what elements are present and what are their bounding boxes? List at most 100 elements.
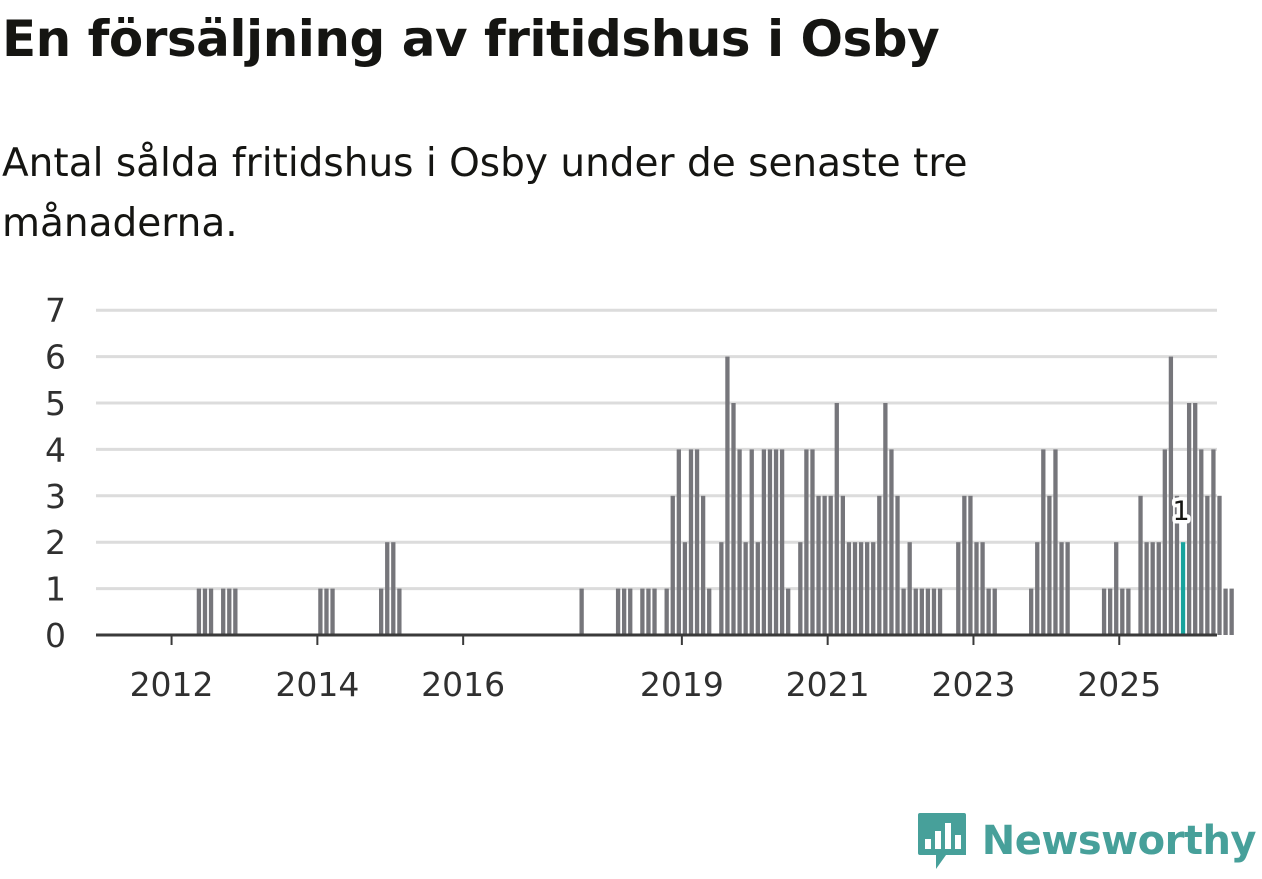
bar — [992, 588, 997, 635]
bar — [846, 542, 852, 635]
bar — [974, 542, 979, 635]
bar — [208, 588, 214, 635]
bar — [852, 542, 858, 635]
newsworthy-logo-text: Newsworthy — [981, 818, 1257, 864]
bar — [931, 588, 937, 635]
bar — [330, 588, 335, 635]
bar — [1193, 403, 1198, 635]
bar — [652, 588, 657, 635]
y-tick-label: 5 — [45, 384, 66, 423]
x-tick-label: 2014 — [275, 665, 359, 704]
bar — [767, 449, 773, 635]
bar — [962, 495, 967, 635]
bar — [1162, 449, 1167, 635]
bar — [233, 588, 238, 635]
x-tick-label: 2023 — [931, 665, 1015, 704]
bar — [221, 588, 226, 635]
bar — [1029, 588, 1034, 635]
bar — [889, 449, 894, 635]
bar — [694, 449, 700, 635]
y-tick-label: 1 — [45, 570, 66, 609]
bar — [379, 588, 384, 635]
bar — [822, 495, 827, 635]
bar — [737, 449, 742, 635]
x-tick-label: 2012 — [130, 665, 214, 704]
bar — [707, 588, 712, 635]
bar — [1126, 588, 1131, 635]
bar — [1059, 542, 1064, 635]
bar — [816, 495, 821, 635]
bars — [196, 356, 1234, 635]
y-tick-label: 3 — [45, 477, 66, 516]
bar — [858, 542, 864, 635]
bar — [385, 542, 390, 635]
bar — [840, 495, 845, 635]
bar — [1211, 449, 1216, 635]
bar — [1041, 449, 1046, 635]
bar — [1138, 495, 1143, 635]
bar — [1156, 542, 1161, 635]
x-tick-label: 2021 — [786, 665, 870, 704]
bar — [871, 542, 876, 635]
bar — [828, 495, 833, 635]
bar — [1101, 588, 1107, 635]
newsworthy-logo: Newsworthy — [916, 809, 1257, 873]
bar — [1180, 542, 1186, 635]
highlight-value-label: 1 — [1172, 496, 1189, 527]
bar — [834, 403, 839, 635]
bar — [676, 449, 681, 635]
bar — [761, 449, 767, 635]
bar — [937, 588, 943, 635]
bar — [779, 449, 785, 635]
bar — [925, 588, 931, 635]
x-tick-label: 2019 — [640, 665, 724, 704]
chart-subtitle: Antal sålda fritidshus i Osby under de s… — [2, 141, 968, 246]
highlight-annotation: 1 — [1169, 493, 1193, 531]
bar — [682, 542, 688, 635]
y-tick-label: 4 — [45, 430, 66, 469]
bar — [196, 588, 202, 635]
bar — [1229, 588, 1234, 635]
x-axis: 2012 2014 2016 2019 2021 2023 2025 — [130, 635, 1161, 704]
bar — [810, 449, 815, 635]
bar — [968, 495, 973, 635]
bar — [1114, 542, 1119, 635]
y-tick-label: 2 — [45, 523, 66, 562]
bar — [1150, 542, 1155, 635]
bar — [391, 542, 396, 635]
bar — [986, 588, 991, 635]
bar — [743, 542, 748, 635]
bar — [1168, 356, 1174, 635]
bar — [865, 542, 870, 635]
bar — [725, 356, 730, 635]
bar — [1053, 449, 1058, 635]
bar — [1217, 495, 1222, 635]
bar — [202, 588, 208, 635]
y-tick-label: 0 — [45, 616, 66, 655]
y-tick-label: 7 — [45, 291, 66, 330]
bar — [786, 588, 791, 635]
bar — [1199, 449, 1204, 635]
bar — [318, 588, 323, 635]
bar — [664, 588, 669, 635]
bar — [397, 588, 402, 635]
bar — [700, 495, 706, 635]
bar — [804, 449, 809, 635]
bar — [919, 588, 924, 635]
bar — [980, 542, 985, 635]
y-tick-label: 6 — [45, 338, 66, 377]
grid-lines — [96, 308, 1217, 591]
bar — [1186, 403, 1192, 635]
bar — [646, 588, 651, 635]
bar — [956, 542, 961, 635]
bar — [1108, 588, 1113, 635]
bar — [883, 403, 888, 635]
y-axis: 0 1 2 3 4 5 6 7 — [45, 291, 66, 655]
bar — [773, 449, 779, 635]
bar — [615, 588, 621, 635]
bar — [1223, 588, 1228, 635]
bar — [731, 403, 736, 635]
bar — [895, 495, 900, 635]
bar — [1047, 495, 1052, 635]
bar — [227, 588, 232, 635]
